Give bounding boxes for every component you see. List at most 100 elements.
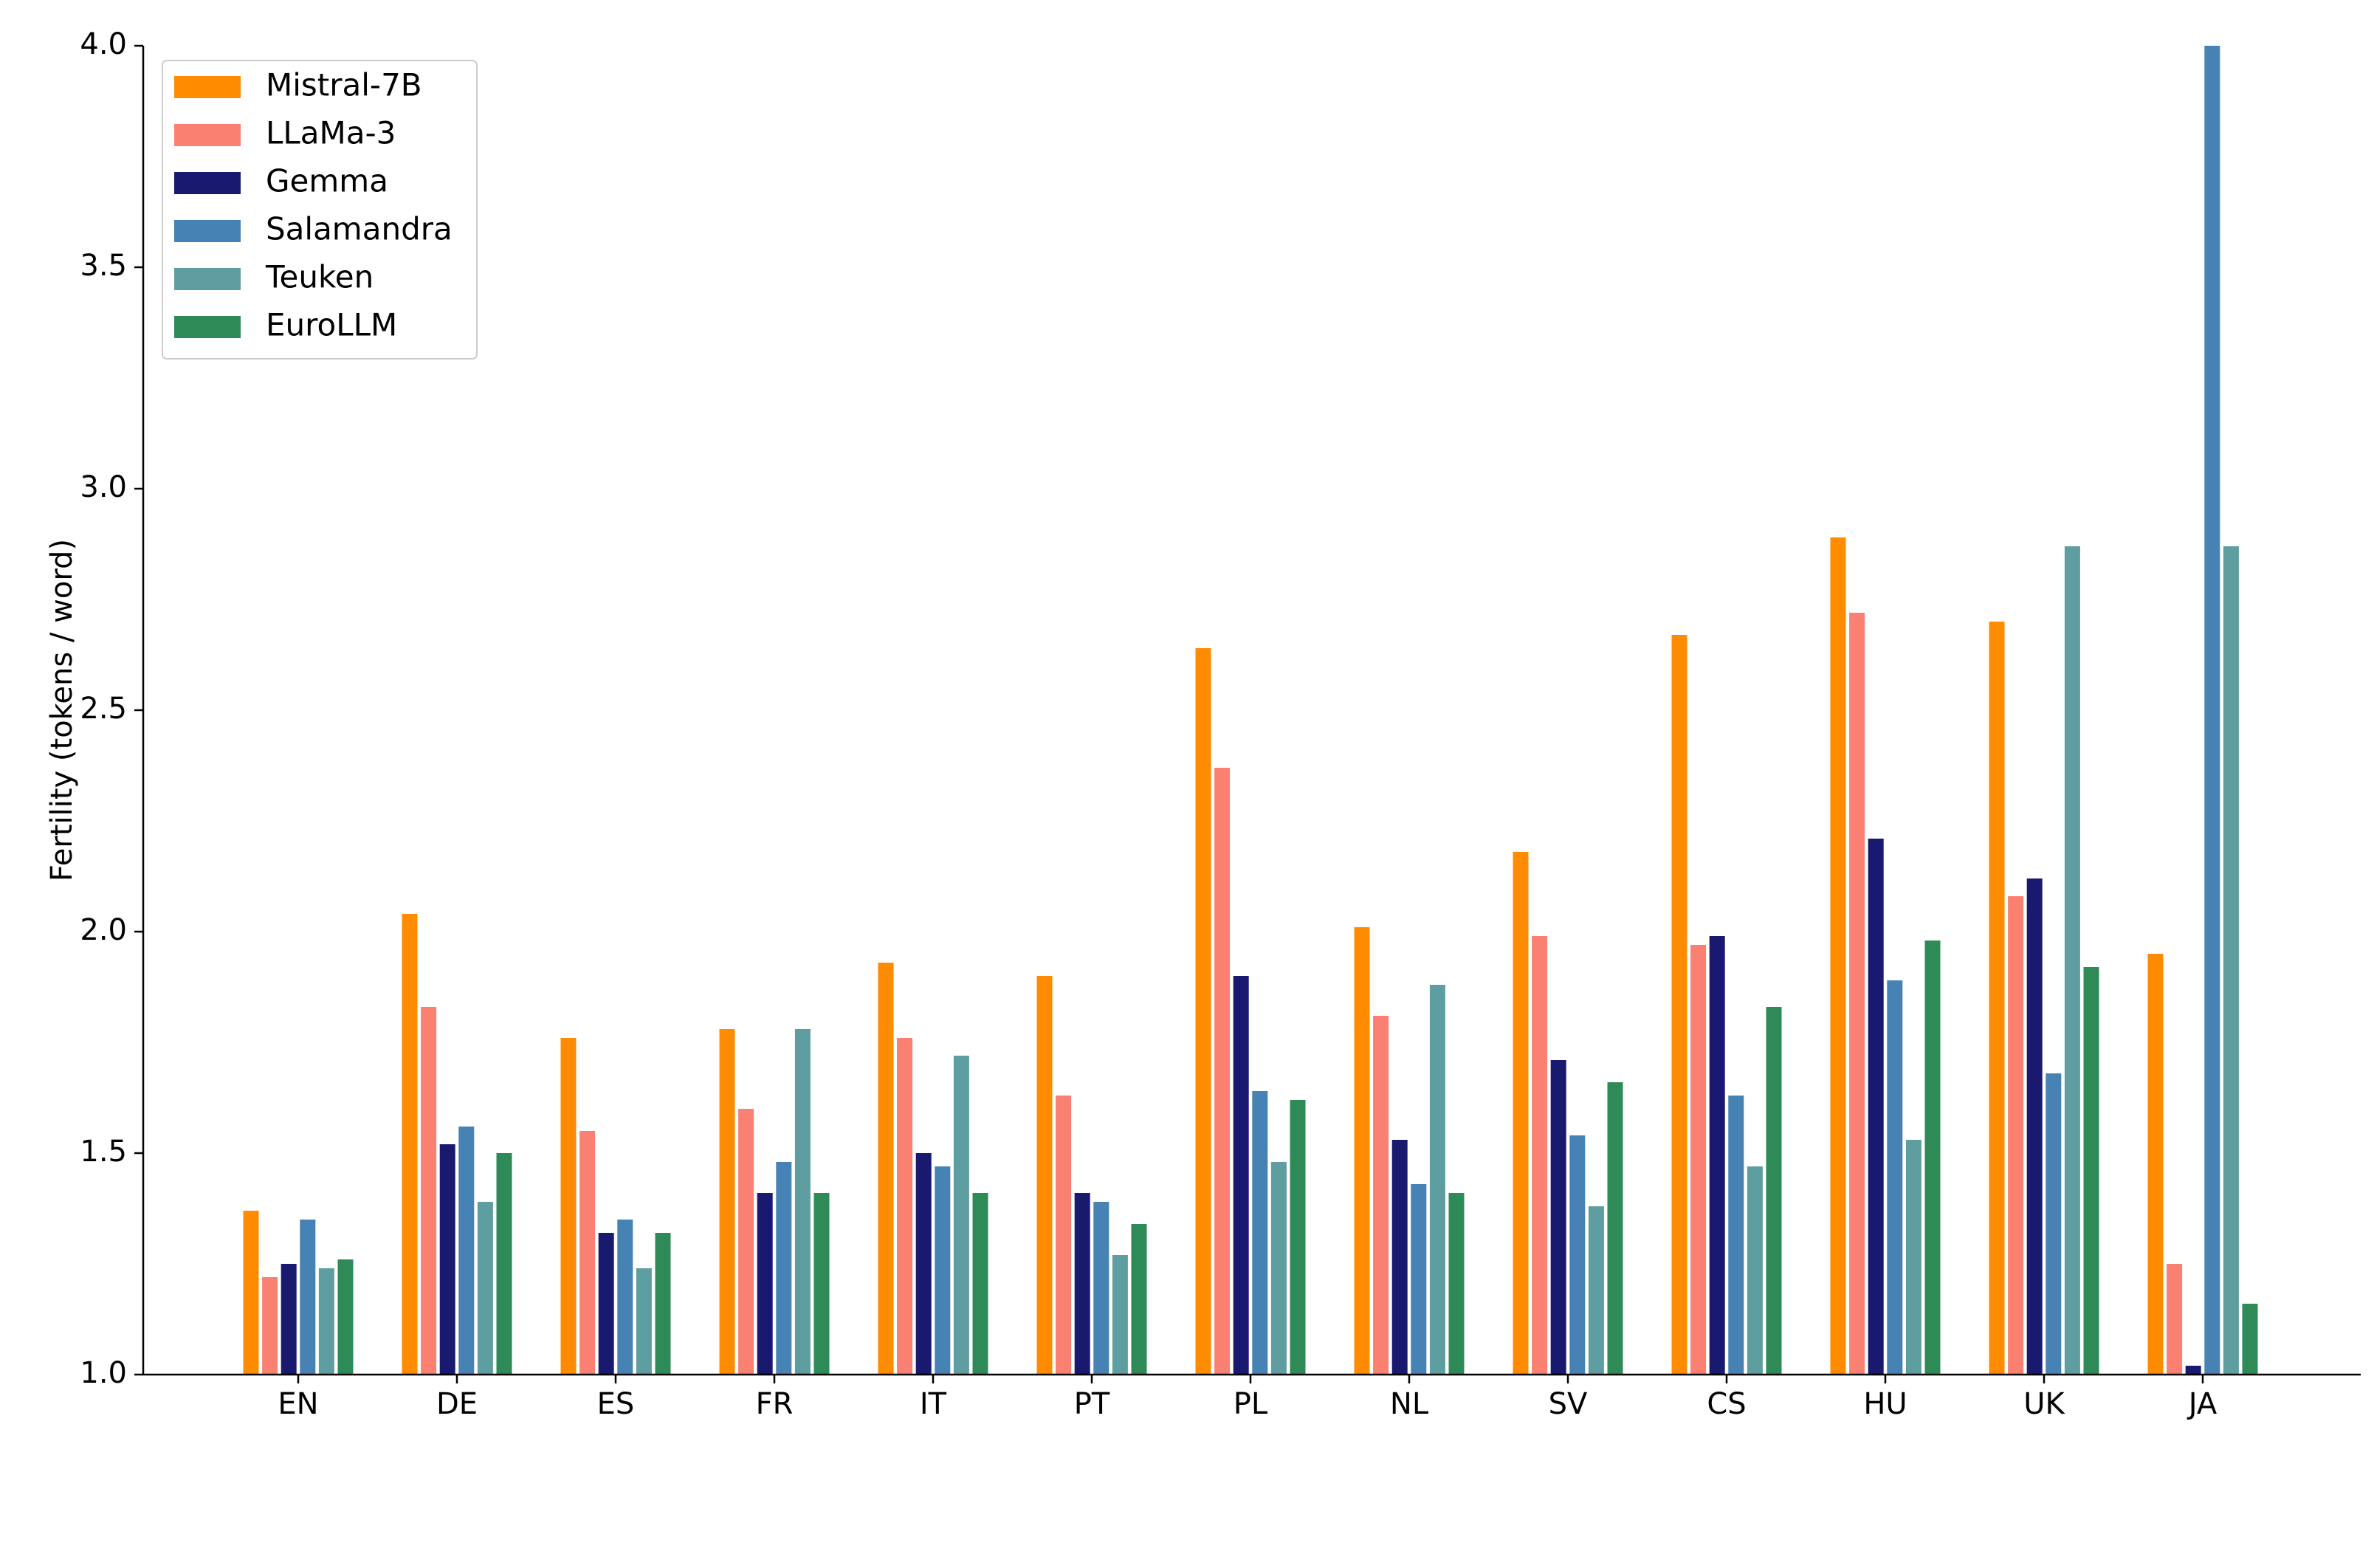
x-ticks: EN DE ES FR IT PT PL NL SV CS HU UK JA (278, 1375, 2218, 1421)
bar-fr-eurollm (813, 1193, 830, 1375)
bar-en-eurollm (337, 1259, 354, 1375)
bar-hu-gemma (1868, 839, 1884, 1375)
bar-pl-gemma (1233, 976, 1249, 1375)
bar-es-eurollm (655, 1233, 671, 1375)
legend-frame (162, 60, 478, 360)
legend-swatch (174, 220, 241, 242)
bar-es-llama-3 (579, 1131, 596, 1375)
x-tick-label: FR (756, 1387, 794, 1421)
bar-de-teuken (477, 1202, 493, 1375)
y-tick-label: 4.0 (80, 27, 127, 61)
bar-de-llama-3 (421, 1007, 437, 1375)
x-tick-label: DE (436, 1387, 478, 1421)
x-tick-label: NL (1390, 1387, 1429, 1421)
bar-it-mistral-7b (878, 963, 894, 1375)
legend-label: Salamandra (266, 211, 453, 247)
legend-swatch (174, 268, 241, 290)
bar-cs-teuken (1747, 1166, 1763, 1375)
bar-en-llama-3 (262, 1277, 278, 1375)
bar-uk-salamandra (2046, 1073, 2062, 1375)
x-tick-label: CS (1707, 1387, 1746, 1421)
y-tick-label: 1.0 (80, 1356, 127, 1390)
x-tick-label: SV (1549, 1387, 1588, 1421)
bar-uk-llama-3 (2008, 896, 2024, 1375)
bar-nl-llama-3 (1373, 1016, 1389, 1375)
bar-pl-eurollm (1290, 1100, 1306, 1375)
bar-hu-eurollm (1924, 941, 1941, 1375)
bar-uk-eurollm (2083, 967, 2099, 1375)
bar-en-mistral-7b (243, 1211, 259, 1375)
bar-sv-gemma (1550, 1060, 1566, 1375)
bar-cs-gemma (1709, 936, 1725, 1375)
y-axis-label: Fertility (tokens / word) (45, 539, 79, 881)
bar-pt-teuken (1112, 1255, 1128, 1375)
legend-label: EuroLLM (266, 307, 397, 343)
x-tick-label: ES (597, 1387, 635, 1421)
bar-nl-gemma (1391, 1140, 1408, 1375)
x-tick-label: EN (278, 1387, 318, 1421)
bar-en-teuken (318, 1268, 334, 1375)
bar-sv-teuken (1588, 1206, 1604, 1375)
bar-hu-teuken (1905, 1140, 1921, 1375)
bar-pt-mistral-7b (1036, 976, 1053, 1375)
bar-ja-eurollm (2242, 1304, 2258, 1375)
bar-de-mistral-7b (402, 914, 418, 1375)
legend-swatch (174, 76, 241, 98)
y-tick-label: 2.0 (80, 913, 127, 947)
bar-hu-llama-3 (1849, 613, 1865, 1375)
y-tick-label: 2.5 (80, 692, 127, 726)
bar-ja-teuken (2223, 546, 2239, 1375)
y-tick-label: 3.5 (80, 249, 127, 283)
bar-sv-llama-3 (1532, 936, 1548, 1375)
bar-hu-mistral-7b (1830, 537, 1846, 1375)
bar-cs-eurollm (1766, 1007, 1782, 1375)
bar-sv-salamandra (1569, 1135, 1586, 1375)
legend-label: Gemma (266, 163, 388, 199)
bar-pt-salamandra (1093, 1202, 1109, 1375)
bar-pt-gemma (1074, 1193, 1090, 1375)
bar-pl-teuken (1270, 1162, 1287, 1375)
bar-fr-mistral-7b (719, 1029, 735, 1375)
bar-es-salamandra (617, 1220, 633, 1375)
bar-nl-salamandra (1411, 1184, 1427, 1375)
bar-it-gemma (915, 1153, 932, 1375)
bar-ja-llama-3 (2167, 1264, 2183, 1375)
legend-swatch (174, 316, 241, 338)
bar-ja-gemma (2185, 1366, 2201, 1375)
bar-nl-eurollm (1448, 1193, 1465, 1375)
bar-de-gemma (439, 1144, 455, 1375)
legend-swatch (174, 124, 241, 146)
bar-nl-mistral-7b (1354, 927, 1370, 1375)
x-tick-label: PT (1074, 1387, 1110, 1421)
bar-uk-mistral-7b (1989, 622, 2005, 1375)
bar-es-teuken (636, 1268, 652, 1375)
x-tick-label: JA (2187, 1387, 2218, 1421)
bar-nl-teuken (1429, 985, 1445, 1375)
bars-layer (243, 46, 2258, 1375)
bar-ja-salamandra (2204, 46, 2220, 1375)
legend: Mistral-7B LLaMa-3 Gemma Salamandra Teuken Eu… (162, 60, 478, 360)
x-tick-label: PL (1234, 1387, 1268, 1421)
bar-it-llama-3 (897, 1038, 913, 1375)
legend-swatch (174, 172, 241, 194)
legend-label: Mistral-7B (266, 67, 422, 103)
bar-fr-gemma (757, 1193, 773, 1375)
bar-it-salamandra (935, 1166, 951, 1375)
bar-es-mistral-7b (560, 1038, 577, 1375)
bar-pl-salamandra (1252, 1091, 1268, 1375)
bar-pt-eurollm (1131, 1224, 1147, 1375)
bar-sv-eurollm (1607, 1082, 1623, 1375)
y-ticks: 1.0 1.5 2.0 2.5 3.0 3.5 4.0 (80, 27, 143, 1390)
bar-fr-salamandra (776, 1162, 792, 1375)
x-tick-label: HU (1863, 1387, 1907, 1421)
bar-de-eurollm (496, 1153, 512, 1375)
bar-uk-gemma (2026, 878, 2043, 1375)
bar-en-gemma (281, 1264, 297, 1375)
bar-cs-llama-3 (1690, 945, 1707, 1375)
bar-es-gemma (598, 1233, 614, 1375)
bar-pl-llama-3 (1214, 768, 1231, 1375)
bar-ja-mistral-7b (2147, 954, 2164, 1375)
bar-pl-mistral-7b (1195, 648, 1211, 1375)
legend-label: Teuken (265, 259, 374, 295)
